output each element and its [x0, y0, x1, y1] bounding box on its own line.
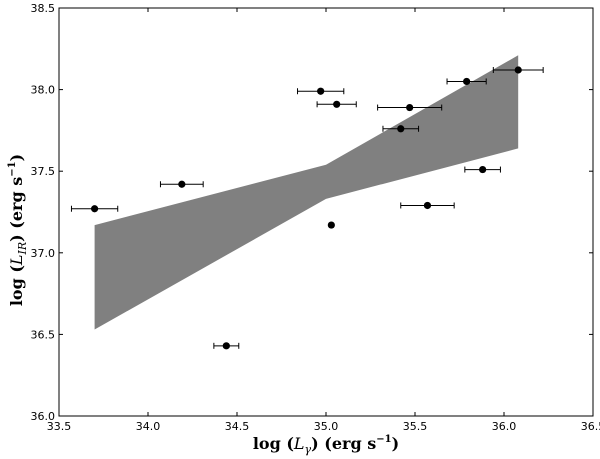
- y-tick-label: 36.0: [31, 410, 56, 423]
- data-point: [463, 77, 471, 86]
- data-point-group: [400, 201, 455, 210]
- y-axis-title: log (LIR) (erg s−1): [7, 154, 29, 306]
- data-points-layer: [70, 66, 544, 350]
- data-point-group: [492, 66, 544, 74]
- data-point-group: [446, 77, 487, 86]
- y-tick-label: 37.5: [31, 165, 56, 178]
- data-point: [222, 342, 230, 350]
- data-point: [423, 201, 432, 210]
- confidence-band: [94, 55, 519, 330]
- x-tick-label: 36.0: [492, 420, 517, 433]
- data-point-group: [464, 165, 501, 174]
- data-point: [91, 205, 99, 213]
- x-axis-title: log (Lγ) (erg s−1): [253, 434, 399, 456]
- data-point: [327, 221, 335, 229]
- data-point: [406, 103, 414, 112]
- x-tick-label: 35.0: [314, 420, 339, 433]
- data-point-group: [297, 87, 345, 95]
- axis-ticks-layer: 33.5 34.0 34.5 35.0 35.5 36.0 36.5 36.0 36.5 37.0…: [31, 2, 600, 433]
- data-point-group: [316, 100, 357, 108]
- data-point: [333, 100, 341, 108]
- y-tick-label: 37.0: [31, 247, 56, 260]
- y-tick-label: 38.5: [31, 2, 56, 15]
- data-point: [514, 66, 522, 74]
- data-point: [397, 125, 405, 133]
- data-point-group: [382, 125, 420, 133]
- data-point-group: [70, 205, 119, 213]
- data-point: [479, 165, 487, 174]
- data-point-group: [159, 180, 204, 188]
- confidence-band-layer: [94, 55, 519, 330]
- x-tick-label: 34.0: [136, 420, 161, 433]
- x-tick-label: 33.5: [47, 420, 72, 433]
- data-point: [317, 87, 325, 95]
- data-point: [178, 180, 186, 188]
- x-tick-label: 35.5: [403, 420, 428, 433]
- data-point-group: [377, 103, 443, 112]
- x-tick-label: 34.5: [225, 420, 250, 433]
- x-tick-label: 36.5: [581, 420, 600, 433]
- data-point-group: [327, 221, 335, 229]
- y-tick-label: 36.5: [31, 328, 56, 341]
- data-point-group: [213, 342, 240, 350]
- y-tick-label: 38.0: [31, 84, 56, 97]
